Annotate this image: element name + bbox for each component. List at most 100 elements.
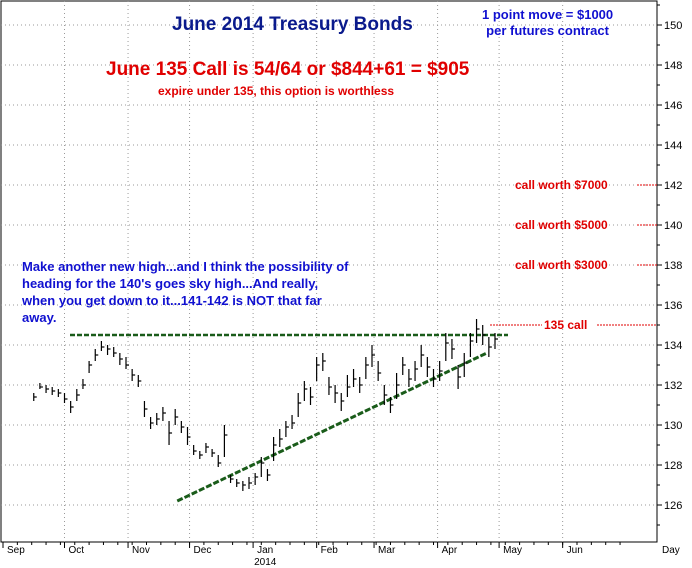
price-bar bbox=[236, 479, 240, 487]
price-bar bbox=[377, 361, 382, 381]
x-tick-label: May bbox=[503, 545, 522, 556]
price-bar bbox=[389, 397, 394, 413]
price-bar bbox=[309, 387, 314, 405]
price-bar bbox=[217, 455, 222, 467]
y-tick-label: 126 bbox=[664, 500, 682, 512]
x-tick-label: Jan bbox=[257, 545, 273, 556]
y-tick-label: 132 bbox=[664, 380, 682, 392]
price-bar bbox=[457, 365, 462, 389]
y-tick-label: 144 bbox=[664, 140, 682, 152]
y-tick-label: 142 bbox=[664, 180, 682, 192]
chart-title: June 2014 Treasury Bonds bbox=[172, 14, 413, 35]
price-bar bbox=[432, 369, 437, 387]
y-tick-label: 128 bbox=[664, 460, 682, 472]
price-bar bbox=[205, 443, 209, 453]
y-tick-label: 138 bbox=[664, 260, 682, 272]
commentary-text: Make another new high...and I think the … bbox=[22, 259, 349, 325]
price-bar bbox=[254, 473, 259, 485]
price-bar bbox=[174, 409, 179, 425]
price-bar bbox=[328, 377, 332, 395]
price-bar bbox=[168, 421, 173, 445]
callout-label: call worth $7000 bbox=[515, 178, 608, 192]
x-tick-label: Oct bbox=[69, 545, 85, 556]
price-bar bbox=[82, 379, 86, 389]
price-bar bbox=[316, 357, 320, 381]
price-bar bbox=[365, 357, 369, 379]
price-bar bbox=[162, 407, 166, 421]
trend-line bbox=[176, 351, 488, 503]
y-tick-label: 130 bbox=[664, 420, 682, 432]
contract-note: 1 point move = $1000 per futures contrac… bbox=[482, 7, 613, 39]
price-bar bbox=[94, 349, 99, 361]
price-bar bbox=[186, 427, 191, 445]
price-bar bbox=[150, 417, 154, 429]
price-bar bbox=[340, 393, 345, 411]
price-bar bbox=[273, 437, 277, 461]
price-bar bbox=[180, 421, 185, 433]
contract-note-line-1: 1 point move = $1000 bbox=[482, 7, 614, 22]
trend-lines bbox=[70, 333, 508, 503]
x-tick-label: Sep bbox=[7, 545, 25, 556]
price-bar bbox=[408, 369, 412, 387]
price-bar bbox=[119, 353, 123, 365]
axes: 126 128 130 132 134 136 138 140 142 144 146 148 150 S… bbox=[2, 4, 682, 568]
callout-label: 135 call bbox=[544, 318, 587, 332]
price-bar bbox=[248, 477, 252, 489]
price-bar bbox=[420, 345, 425, 367]
price-bar bbox=[242, 481, 246, 491]
price-bar bbox=[402, 357, 406, 375]
price-bar bbox=[463, 353, 468, 377]
x-tick-label: Apr bbox=[442, 545, 458, 556]
price-bar bbox=[76, 389, 80, 401]
price-bar bbox=[113, 347, 117, 357]
x-year-label: 2014 bbox=[254, 557, 277, 568]
price-bar bbox=[426, 357, 431, 377]
contract-note-line-2: per futures contract bbox=[486, 23, 609, 38]
price-bar bbox=[39, 383, 43, 389]
price-bar bbox=[451, 339, 455, 359]
call-subtext: expire under 135, this option is worthle… bbox=[158, 84, 395, 98]
price-bar bbox=[445, 333, 449, 361]
y-tick-label: 134 bbox=[664, 340, 682, 352]
price-bar bbox=[334, 385, 339, 403]
price-bar bbox=[469, 333, 474, 357]
price-bar bbox=[33, 393, 37, 401]
y-tick-label: 146 bbox=[664, 100, 682, 112]
price-bar bbox=[57, 389, 62, 397]
price-bar bbox=[494, 333, 498, 349]
x-tick-label: Dec bbox=[194, 545, 212, 556]
price-bar bbox=[260, 457, 265, 477]
price-bar bbox=[346, 375, 351, 397]
price-bar bbox=[51, 387, 56, 395]
price-bar bbox=[100, 341, 105, 351]
price-bar bbox=[396, 373, 400, 399]
x-axis-unit-label: Day bbox=[662, 545, 680, 556]
price-bar bbox=[193, 445, 197, 455]
price-bar bbox=[223, 425, 228, 457]
price-bar bbox=[371, 345, 375, 367]
x-tick-label: Nov bbox=[132, 545, 150, 556]
price-bar bbox=[475, 319, 480, 343]
price-bar bbox=[291, 415, 296, 429]
y-tick-label: 140 bbox=[664, 220, 682, 232]
y-tick-label: 150 bbox=[664, 20, 682, 32]
y-tick-label: 148 bbox=[664, 60, 682, 72]
price-bar bbox=[352, 369, 357, 387]
price-bar bbox=[229, 475, 234, 483]
price-bar bbox=[414, 361, 419, 381]
y-tick-label: 136 bbox=[664, 300, 682, 312]
price-bar bbox=[211, 449, 216, 457]
price-bar bbox=[279, 429, 283, 447]
price-bars bbox=[33, 319, 498, 491]
price-bar bbox=[322, 353, 326, 371]
price-bar bbox=[383, 385, 388, 405]
plot-area bbox=[0, 0, 658, 543]
callout-label: call worth $3000 bbox=[515, 258, 608, 272]
price-bar bbox=[156, 413, 160, 425]
price-bar bbox=[303, 381, 308, 401]
callout-label: call worth $5000 bbox=[515, 218, 608, 232]
price-bar bbox=[266, 469, 271, 481]
price-bar bbox=[482, 325, 486, 345]
